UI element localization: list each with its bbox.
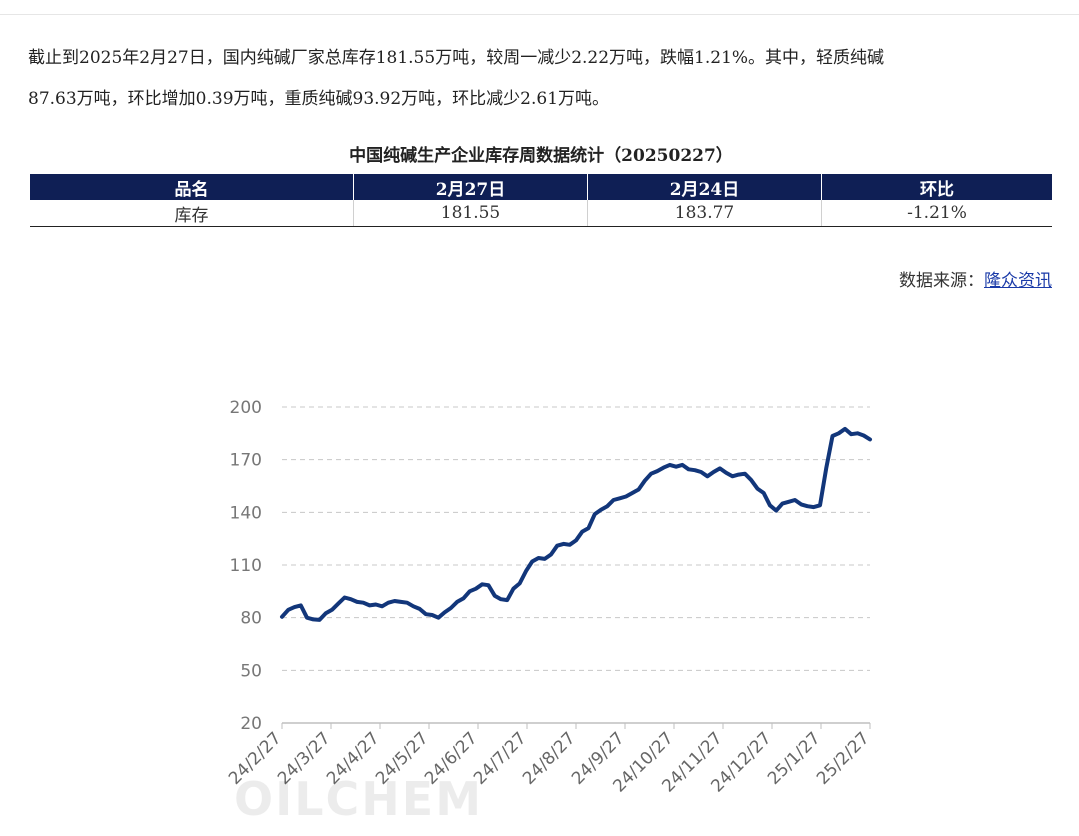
y-tick-label: 140: [230, 503, 262, 523]
summary-line-1: 截止到2025年2月27日，国内纯碱厂家总库存181.55万吨，较周一减少2.2…: [28, 48, 885, 68]
header-change: 环比: [821, 174, 1052, 200]
watermark-logo: OILCHEM: [234, 772, 483, 826]
source-label: 数据来源：: [899, 271, 984, 291]
table-title: 中国纯碱生产企业库存周数据统计（20250227）: [349, 146, 733, 166]
y-tick-label: 200: [230, 398, 262, 418]
header-date-previous: 2月24日: [587, 174, 822, 200]
summary-paragraph: 截止到2025年2月27日，国内纯碱厂家总库存181.55万吨，较周一减少2.2…: [28, 38, 1058, 120]
cell-current: 181.55: [353, 200, 588, 227]
cell-product: 库存: [30, 200, 354, 227]
top-divider: [0, 14, 1079, 15]
cell-change: -1.21%: [821, 200, 1052, 227]
y-tick-label: 110: [230, 556, 262, 576]
cell-previous: 183.77: [587, 200, 822, 227]
y-tick-label: 80: [240, 609, 262, 629]
header-date-current: 2月27日: [353, 174, 588, 200]
table-row: 库存 181.55 183.77 -1.21%: [30, 200, 1052, 227]
y-tick-label: 50: [240, 661, 262, 681]
grid-lines: [282, 406, 870, 671]
inventory-table: 品名 2月27日 2月24日 环比 库存 181.55 183.77 -1.21…: [30, 174, 1052, 227]
header-product: 品名: [30, 174, 354, 200]
x-tick-label: 25/1/27: [764, 728, 824, 788]
summary-line-2: 87.63万吨，环比增加0.39万吨，重质纯碱93.92万吨，环比减少2.61万…: [28, 89, 610, 109]
source-link[interactable]: 隆众资讯: [984, 271, 1052, 291]
data-source: 数据来源：隆众资讯: [899, 266, 1052, 291]
x-tick-label: 25/2/27: [813, 728, 873, 788]
x-axis: [281, 722, 871, 729]
y-axis-ticks: 20 50 80 110 140 170 200: [230, 398, 262, 734]
y-tick-label: 20: [240, 714, 262, 734]
series-line: [280, 426, 872, 622]
y-tick-label: 170: [230, 451, 262, 471]
x-tick-label: 24/8/27: [519, 728, 579, 788]
table-header-row: 品名 2月27日 2月24日 环比: [30, 174, 1052, 200]
